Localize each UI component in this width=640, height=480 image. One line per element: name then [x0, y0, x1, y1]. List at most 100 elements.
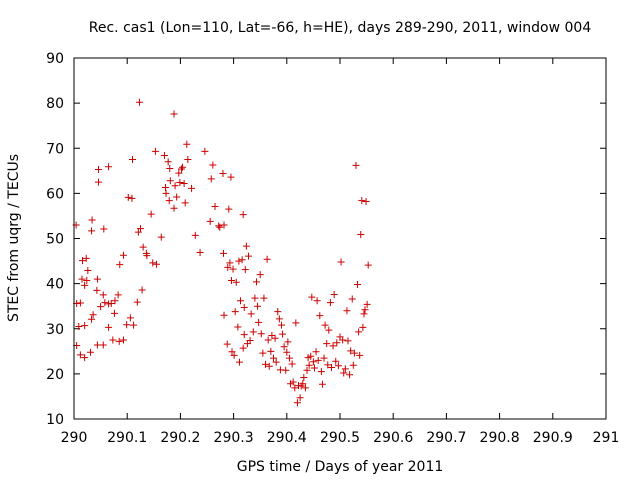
- data-point: [238, 256, 246, 264]
- x-tick-label: 291: [593, 430, 620, 446]
- data-point: [88, 315, 96, 323]
- data-point: [235, 358, 243, 366]
- data-point: [139, 243, 147, 251]
- data-point: [359, 323, 367, 331]
- data-point: [166, 177, 174, 185]
- x-axis-label: GPS time / Days of year 2011: [237, 459, 444, 475]
- data-point: [211, 202, 219, 210]
- data-point: [282, 366, 290, 374]
- data-point: [332, 357, 340, 365]
- data-point: [171, 182, 179, 190]
- data-point: [362, 197, 370, 205]
- data-point: [107, 299, 115, 307]
- data-point: [79, 257, 87, 265]
- data-point: [249, 328, 257, 336]
- data-point: [76, 351, 84, 359]
- data-point: [165, 197, 173, 205]
- data-point: [271, 334, 279, 342]
- data-point: [241, 266, 249, 274]
- x-tick-label: 290.5: [320, 430, 360, 446]
- data-point: [105, 323, 113, 331]
- data-point: [227, 173, 235, 181]
- data-point: [133, 298, 141, 306]
- data-point: [300, 373, 308, 381]
- data-point: [354, 281, 362, 289]
- data-point: [83, 276, 91, 284]
- data-point: [149, 259, 157, 267]
- data-point: [324, 361, 332, 369]
- data-point: [223, 340, 231, 348]
- y-tick-label: 30: [46, 322, 64, 338]
- data-point: [216, 223, 224, 231]
- axis-tick-labels: 290 290.1 290.2 290.3 290.4 290.5 290.6 290.7 29…: [46, 51, 619, 446]
- data-point: [358, 197, 366, 205]
- data-point: [138, 286, 146, 294]
- data-point: [94, 178, 102, 186]
- data-point: [291, 384, 299, 392]
- data-point: [78, 275, 86, 283]
- data-point: [162, 184, 170, 192]
- data-point: [305, 361, 313, 369]
- data-point: [105, 163, 113, 171]
- data-point: [237, 297, 245, 305]
- data-point: [220, 311, 228, 319]
- data-point: [75, 322, 83, 330]
- data-point: [209, 161, 217, 169]
- data-point: [360, 310, 368, 318]
- data-point: [339, 336, 347, 344]
- x-tick-label: 290.9: [533, 430, 573, 446]
- data-point: [226, 259, 234, 267]
- data-point: [93, 275, 101, 283]
- data-point: [206, 217, 214, 225]
- data-point: [76, 299, 84, 307]
- data-point: [181, 199, 189, 207]
- data-point: [251, 294, 259, 302]
- data-point: [179, 163, 187, 171]
- data-point: [100, 225, 108, 233]
- data-point: [263, 255, 271, 263]
- data-point: [188, 184, 196, 192]
- data-point: [137, 225, 144, 233]
- data-point: [285, 354, 293, 362]
- data-point: [231, 308, 239, 316]
- data-point: [143, 252, 151, 260]
- data-point: [337, 258, 345, 266]
- data-point: [160, 151, 168, 159]
- data-point: [111, 297, 119, 305]
- data-point: [256, 271, 264, 279]
- data-point: [296, 394, 304, 402]
- data-point: [275, 315, 283, 323]
- data-point: [247, 310, 255, 318]
- data-point: [114, 291, 122, 299]
- data-point: [227, 276, 235, 284]
- data-point: [232, 278, 240, 286]
- data-point: [267, 347, 275, 355]
- data-point: [309, 358, 317, 366]
- data-point: [177, 165, 185, 173]
- data-point: [279, 330, 287, 338]
- data-point: [361, 306, 369, 314]
- data-point: [244, 252, 252, 260]
- data-point: [333, 339, 341, 347]
- x-tick-label: 290.2: [160, 430, 200, 446]
- data-point: [326, 299, 334, 307]
- data-point: [230, 351, 238, 359]
- x-tick-label: 290.7: [426, 430, 466, 446]
- data-point: [356, 351, 364, 359]
- data-point: [235, 257, 243, 265]
- data-point: [284, 338, 292, 346]
- y-tick-label: 50: [46, 232, 64, 248]
- y-tick-label: 10: [46, 412, 64, 428]
- data-point: [257, 330, 265, 338]
- data-point: [246, 336, 254, 344]
- data-point: [151, 147, 159, 155]
- data-point: [346, 371, 354, 379]
- data-point: [293, 399, 301, 407]
- y-tick-label: 40: [46, 277, 64, 293]
- data-point: [308, 293, 316, 301]
- data-point: [312, 348, 320, 356]
- data-point: [240, 331, 248, 339]
- data-point: [348, 295, 356, 303]
- data-point: [242, 242, 250, 250]
